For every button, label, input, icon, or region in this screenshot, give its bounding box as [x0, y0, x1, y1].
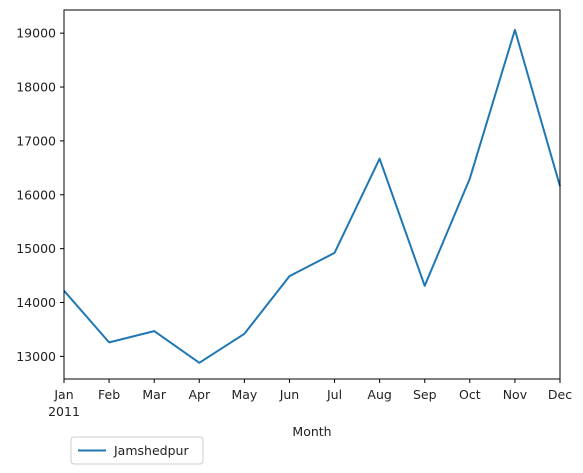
legend: Jamshedpur	[70, 436, 204, 465]
legend-label-jamshedpur: Jamshedpur	[113, 443, 189, 458]
x-tick-label: Mar	[142, 387, 166, 402]
y-tick-label: 19000	[16, 26, 56, 41]
y-tick-label: 18000	[16, 80, 56, 95]
y-tick-label: 13000	[16, 349, 56, 364]
x-tick-label: Jun	[279, 387, 300, 402]
y-tick-label: 17000	[16, 133, 56, 148]
x-tick-label: May	[231, 387, 257, 402]
x-axis-ticks: Jan Feb Mar Apr May Jun Jul Aug Sep Oct Nov Dec	[53, 379, 572, 402]
x-tick-label: Jul	[326, 387, 342, 402]
x-tick-label: Jan	[53, 387, 73, 402]
x-tick-label: Apr	[188, 387, 210, 402]
x-axis-label: Month	[292, 424, 331, 439]
y-tick-label: 15000	[16, 241, 56, 256]
y-tick-label: 14000	[16, 295, 56, 310]
x-axis-year-label: 2011	[48, 404, 80, 419]
plot-frame	[63, 9, 561, 380]
plot-area	[64, 10, 560, 379]
x-tick-label: Nov	[503, 387, 528, 402]
y-axis-ticks: 13000 14000 15000 16000 17000 18000 19000	[16, 26, 64, 364]
y-tick-label: 16000	[16, 187, 56, 202]
x-tick-label: Sep	[413, 387, 437, 402]
x-tick-label: Feb	[98, 387, 120, 402]
x-tick-label: Aug	[367, 387, 391, 402]
x-tick-label: Oct	[459, 387, 481, 402]
series-line-0	[63, 28, 561, 364]
legend-box	[70, 436, 204, 465]
x-tick-label: Dec	[548, 387, 572, 402]
